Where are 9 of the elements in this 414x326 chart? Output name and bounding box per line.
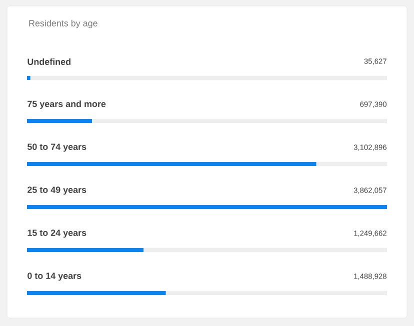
y-tick-label: 75 years and more [28, 100, 106, 109]
bar [27, 119, 92, 124]
y-tick-label: 25 to 49 years [28, 186, 86, 195]
bar [27, 76, 30, 80]
chart-title: Residents by age [29, 20, 98, 28]
y-tick-label: 15 to 24 years [28, 230, 86, 238]
y-tick-label: 50 to 74 years [27, 144, 86, 152]
y-tick-label: Undefined [28, 58, 70, 65]
y-tick-label: 0 to 14 years [28, 272, 82, 281]
